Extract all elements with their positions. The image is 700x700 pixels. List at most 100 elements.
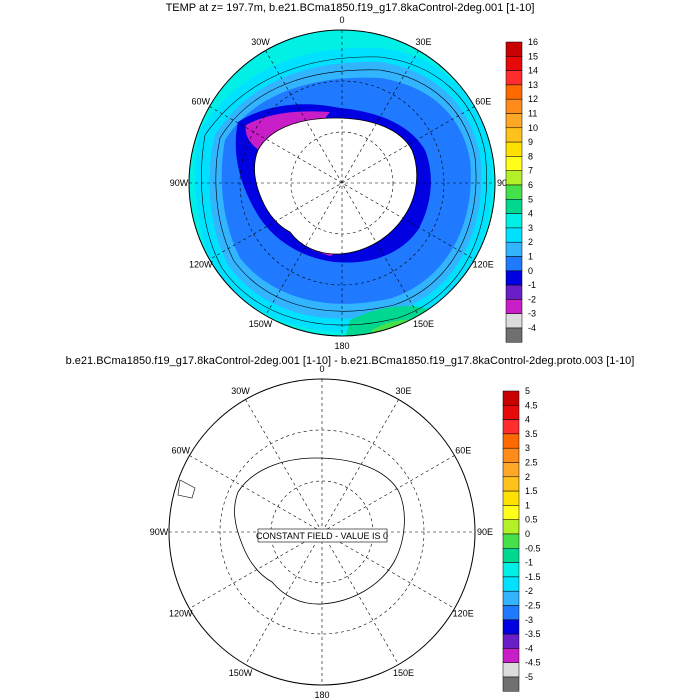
top-colorbar-box	[505, 184, 523, 200]
bottom-colorbar-box	[502, 633, 520, 649]
top-colorbar-label: 6	[528, 180, 533, 190]
top-lon-label: 0	[339, 15, 344, 25]
bottom-lon-label: 30E	[395, 386, 411, 396]
top-colorbar-label: 14	[528, 66, 538, 76]
bottom-colorbar-label: -1.5	[525, 572, 541, 582]
bottom-colorbar-label: 2	[525, 472, 530, 482]
top-colorbar-label: 15	[528, 51, 538, 61]
bottom-colorbar-label: 4	[525, 415, 530, 425]
bottom-colorbar-box	[502, 476, 520, 492]
top-colorbar-label: 5	[528, 194, 533, 204]
top-colorbar-label: 11	[528, 109, 537, 119]
bottom-colorbar-label: 4.5	[525, 400, 538, 410]
top-colorbar-label: -2	[528, 294, 536, 304]
bottom-colorbar-label: -1	[525, 558, 533, 568]
bottom-colorbar-label: 3	[525, 443, 530, 453]
top-map-title: TEMP at z= 197.7m, b.e21.BCma1850.f19_g1…	[165, 2, 535, 14]
top-colorbar-box	[505, 70, 523, 86]
bottom-lon-label: 150W	[229, 668, 253, 678]
bottom-colorbar-label: -3.5	[525, 629, 541, 639]
top-colorbar-box	[505, 141, 523, 157]
bottom-colorbar-label: -2.5	[525, 601, 541, 611]
top-colorbar-label: 9	[528, 137, 533, 147]
bottom-colorbar-label: -0.5	[525, 543, 541, 553]
constant-field-text: CONSTANT FIELD - VALUE IS 0	[256, 531, 388, 541]
top-colorbar-box	[505, 98, 523, 114]
bottom-lon-label: 120E	[453, 609, 474, 619]
bottom-colorbar-label: 3.5	[525, 429, 538, 439]
top-lon-label: 150E	[413, 319, 434, 329]
bottom-colorbar-box	[502, 462, 520, 478]
top-colorbar-box	[505, 41, 523, 57]
top-colorbar-box	[505, 127, 523, 143]
top-colorbar-label: 16	[528, 37, 538, 47]
bottom-colorbar-label: -3	[525, 615, 533, 625]
top-lon-label: 120W	[189, 260, 213, 270]
bottom-colorbar-box	[502, 490, 520, 506]
top-colorbar-box	[505, 156, 523, 171]
top-colorbar-label: 3	[528, 223, 533, 233]
top-colorbar-label: 7	[528, 166, 533, 176]
top-colorbar-box	[505, 199, 523, 214]
top-colorbar-box	[505, 284, 523, 300]
top-colorbar-label: 4	[528, 209, 533, 219]
top-lon-label: 90E	[497, 178, 513, 188]
top-lon-label: 60E	[475, 97, 491, 107]
bottom-colorbar-box	[502, 405, 520, 420]
top-colorbar-label: 10	[528, 123, 538, 133]
top-colorbar-box	[505, 299, 523, 314]
bottom-colorbar-box	[502, 576, 520, 592]
bottom-colorbar-box	[502, 433, 520, 449]
bottom-lon-label: 120W	[169, 609, 193, 619]
bottom-lon-label: 90W	[150, 527, 169, 537]
top-colorbar-label: 8	[528, 151, 533, 161]
top-colorbar-label: 12	[528, 94, 538, 104]
bottom-colorbar-label: 1	[525, 500, 530, 510]
top-colorbar-label: -3	[528, 309, 536, 319]
bottom-colorbar-box	[502, 519, 520, 535]
bottom-colorbar-box	[502, 505, 520, 520]
top-colorbar-box	[505, 213, 523, 229]
top-lon-label: 90W	[170, 178, 189, 188]
bottom-colorbar: 5 4.5 4 3.5 3 2.5 2 1.5 1 0.5 0 -0.5 -1 -1.5 -2 -2.5 -3 -…	[502, 386, 541, 692]
bottom-colorbar-label: 0	[525, 529, 530, 539]
bottom-lon-label: 90E	[477, 527, 493, 537]
bottom-colorbar-box	[502, 419, 520, 435]
bottom-lon-label: 60E	[455, 446, 471, 456]
top-colorbar-box	[505, 113, 523, 129]
bottom-colorbar-box	[502, 605, 520, 621]
top-lon-label: 120E	[473, 260, 494, 270]
top-colorbar-label: -1	[528, 280, 536, 290]
bottom-map-title: b.e21.BCma1850.f19_g17.8kaControl-2deg.0…	[65, 355, 635, 367]
top-colorbar-box	[505, 170, 523, 186]
top-colorbar-box	[505, 327, 523, 343]
top-colorbar-label: 13	[528, 80, 538, 90]
bottom-colorbar-box	[502, 648, 520, 663]
top-colorbar-box	[505, 227, 523, 243]
bottom-colorbar-label: 0.5	[525, 515, 538, 525]
top-lon-label: 30E	[415, 37, 431, 47]
top-lon-label: 60W	[192, 97, 211, 107]
constant-field-annotation: CONSTANT FIELD - VALUE IS 0	[256, 528, 388, 543]
bottom-lon-label: 60W	[172, 446, 191, 456]
bottom-colorbar-box	[502, 619, 520, 635]
top-lon-label: 150W	[249, 319, 273, 329]
top-colorbar-box	[505, 241, 523, 257]
bottom-lon-label: 30W	[231, 386, 250, 396]
top-colorbar-label: 0	[528, 266, 533, 276]
bottom-lon-label: 180	[314, 690, 329, 700]
bottom-colorbar-label: -4	[525, 643, 533, 653]
bottom-colorbar-label: 2.5	[525, 458, 538, 468]
top-colorbar-box	[505, 256, 523, 272]
bottom-colorbar-label: -5	[525, 672, 533, 682]
bottom-lon-label: 0	[319, 364, 324, 374]
bottom-colorbar-box	[502, 676, 520, 692]
bottom-colorbar-box	[502, 390, 520, 406]
top-colorbar-label: 1	[528, 252, 533, 262]
top-colorbar-box	[505, 84, 523, 100]
top-longitude-labels: 0 30E 60E 90E 120E 150E 180 150W 120W 90W 60W 30W	[170, 15, 513, 351]
bottom-colorbar-label: 5	[525, 386, 530, 396]
top-colorbar-label: 2	[528, 237, 533, 247]
top-lon-label: 30W	[251, 37, 270, 47]
